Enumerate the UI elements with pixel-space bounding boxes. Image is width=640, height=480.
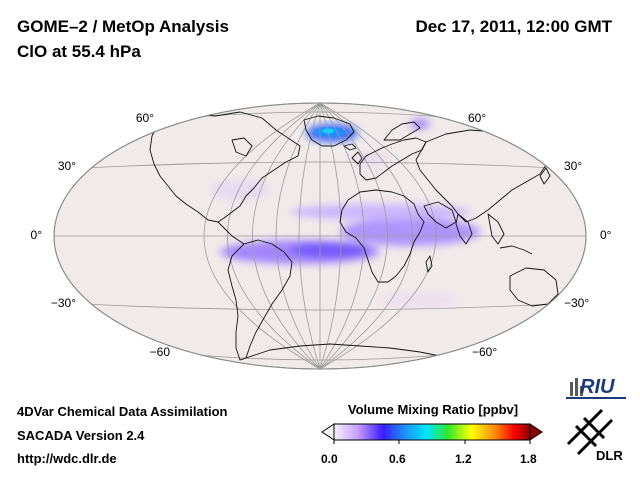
lat-label-right-m30: −30° xyxy=(564,296,589,310)
meridian-e60 xyxy=(319,103,365,369)
colorbar-tick-2: 1.2 xyxy=(455,452,472,466)
lat-label-left-m30: −30° xyxy=(51,296,76,310)
colorbar-max-arrow xyxy=(529,423,543,441)
datetime-label: Dec 17, 2011, 12:00 GMT xyxy=(415,17,612,36)
dlr-logo-mark xyxy=(566,408,614,456)
colorbar-min-arrow xyxy=(321,423,335,441)
colorbar-title: Volume Mixing Ratio [ppbv] xyxy=(347,402,519,417)
title-line-1: GOME–2 / MetOp Analysis xyxy=(17,17,229,36)
meridian-w60 xyxy=(275,103,321,369)
coast-greenland xyxy=(303,115,355,147)
riu-logo-text: RIU xyxy=(580,376,615,398)
footer-url[interactable]: http://wdc.dlr.de xyxy=(17,451,117,466)
coast-scandinavia xyxy=(383,121,421,141)
lat-label-left-m60: −60 xyxy=(150,345,171,359)
meridian-e120 xyxy=(319,103,413,369)
coast-south-america xyxy=(227,239,293,361)
coast-iceland xyxy=(343,143,357,151)
coast-australia xyxy=(509,267,559,307)
footer-version: SACADA Version 2.4 xyxy=(17,428,145,443)
lat-label-left-30: 30° xyxy=(58,159,76,173)
colorbar xyxy=(321,423,543,444)
globe-outline xyxy=(53,102,587,370)
coast-central-america xyxy=(217,221,245,245)
colorbar-tick-3: 1.8 xyxy=(520,452,537,466)
meridian-w90 xyxy=(252,103,321,369)
meridian-e150 xyxy=(319,103,437,369)
lat-label-right-60: 60° xyxy=(468,111,486,125)
lat-label-left-60: 60° xyxy=(136,111,154,125)
coast-madagascar xyxy=(425,255,433,273)
coast-arabia xyxy=(423,201,457,229)
lat-label-right-m60: −60° xyxy=(472,345,497,359)
dlr-logo-text: DLR xyxy=(596,448,623,463)
riu-logo-mark xyxy=(566,378,626,399)
coast-uk xyxy=(351,151,363,165)
meridian-w150 xyxy=(203,103,321,369)
coast-se-asia xyxy=(487,213,505,245)
clo-tropical-band-east xyxy=(340,218,480,246)
coast-indonesia xyxy=(499,245,533,255)
colorbar-tick-1: 0.6 xyxy=(389,452,406,466)
meridian-e30 xyxy=(319,103,342,369)
meridian-w30 xyxy=(298,103,321,369)
colorbar-tick-0: 0.0 xyxy=(321,452,338,466)
coast-hudson-bay xyxy=(231,137,253,157)
footer-method: 4DVar Chemical Data Assimilation xyxy=(17,404,228,419)
riu-logo: RIU xyxy=(566,374,626,404)
lat-label-right-0: 0° xyxy=(600,228,612,242)
clo-tropical-band-north xyxy=(290,204,470,220)
title-line-2: ClO at 55.4 hPa xyxy=(17,42,141,61)
lat-label-left-0: 0° xyxy=(31,228,43,242)
clo-pale-patch xyxy=(210,180,270,200)
lat-label-right-30: 30° xyxy=(564,159,582,173)
coast-north-america xyxy=(149,111,301,223)
coast-japan xyxy=(539,167,551,185)
lat-labels: 60° 30° 0° −30° −60 60° 30° 0° −30° −60° xyxy=(31,111,612,359)
clo-pale-patch-3 xyxy=(380,290,460,310)
clo-arctic-hotspot xyxy=(410,119,430,129)
colorbar-gradient xyxy=(333,423,531,441)
coast-africa xyxy=(339,189,425,283)
meridian-w120 xyxy=(227,103,321,369)
coast-india xyxy=(455,213,473,245)
meridian-e90 xyxy=(319,103,388,369)
clo-tropical-band-core xyxy=(290,242,370,258)
